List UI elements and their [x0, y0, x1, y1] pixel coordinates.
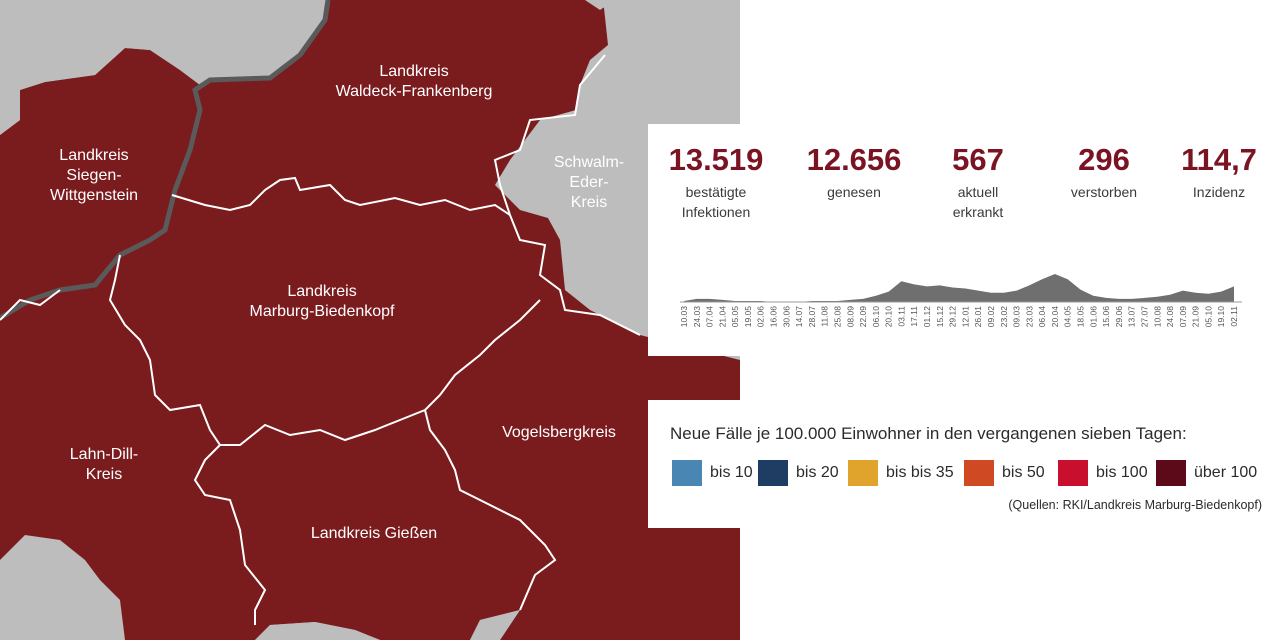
x-tick-label: 13.07: [1127, 306, 1137, 328]
legend-item-ueber-100: über 100: [1156, 460, 1257, 486]
x-tick-label: 29.06: [1114, 306, 1124, 328]
x-tick-label: 20.10: [884, 306, 894, 328]
legend-panel: Neue Fälle je 100.000 Einwohner in den v…: [648, 400, 1262, 528]
stat-label: Inzidenz: [1192, 184, 1246, 200]
stat-value: 567: [952, 142, 1004, 177]
outside-area-north: [585, 0, 615, 10]
region-label-siegen: Landkreis Siegen- Wittgenstein: [49, 147, 139, 204]
outside-area-south-east: [470, 610, 520, 640]
x-tick-label: 09.02: [986, 306, 996, 328]
legend-swatch: [1058, 460, 1088, 486]
x-tick-label: 16.06: [769, 306, 779, 328]
stats-panel: 13.519 bestätigte Infektionen 12.656 gen…: [648, 124, 1260, 356]
x-tick-label: 29.12: [948, 306, 958, 328]
region-label-marburg: Landkreis Marburg-Biedenkopf: [249, 283, 395, 320]
stat-deaths: 296 verstorben: [1071, 142, 1137, 202]
x-tick-label: 15.12: [935, 306, 945, 328]
stat-label: verstorben: [1070, 184, 1138, 200]
legend-item-bis-10: bis 10: [672, 460, 753, 486]
x-tick-label: 24.08: [1165, 306, 1175, 328]
x-tick-label: 09.03: [1012, 306, 1022, 328]
region-label-vogelsberg: Vogelsbergkreis: [502, 424, 616, 441]
x-tick-label: 26.01: [973, 306, 983, 328]
x-tick-label: 02.11: [1229, 306, 1239, 327]
x-tick-label: 11.08: [820, 306, 830, 327]
x-tick-label: 25.08: [832, 306, 842, 328]
x-tick-label: 07.04: [705, 306, 715, 328]
legend-swatch: [1156, 460, 1186, 486]
legend-swatch: [672, 460, 702, 486]
x-tick-label: 24.03: [692, 306, 702, 328]
region-label-giessen: Landkreis Gießen: [310, 525, 438, 542]
stat-active: 567 aktuell erkrankt: [952, 142, 1004, 222]
outside-area-south: [255, 622, 380, 640]
stat-value: 114,7: [1181, 142, 1257, 177]
region-label-lahndill: Lahn-Dill- Kreis: [69, 446, 139, 483]
x-tick-label: 20.04: [1050, 306, 1060, 328]
x-tick-label: 22.09: [858, 306, 868, 328]
legend-label: bis 10: [710, 464, 753, 481]
stat-value: 12.656: [806, 142, 902, 177]
district-borders: [0, 54, 641, 625]
outside-area-southwest: [0, 535, 125, 640]
stat-label: aktuell erkrankt: [952, 184, 1004, 220]
x-tick-label: 15.06: [1101, 306, 1111, 328]
region-label-schwalm: Schwalm- Eder- Kreis: [553, 154, 625, 211]
stat-label: genesen: [827, 184, 881, 200]
x-tick-label: 21.04: [717, 306, 727, 328]
legend-label: über 100: [1194, 464, 1258, 481]
legend-item-bis-35: bis bis 35: [848, 460, 954, 486]
x-tick-label: 30.06: [781, 306, 791, 328]
region-label-waldeck: Landkreis Waldeck-Frankenberg: [335, 63, 493, 100]
x-tick-label: 28.07: [807, 306, 817, 328]
legend-swatch: [848, 460, 878, 486]
x-tick-label: 12.01: [960, 306, 970, 328]
x-tick-label: 03.11: [896, 306, 906, 327]
stat-recovered: 12.656 genesen: [807, 142, 902, 202]
legend-title: Neue Fälle je 100.000 Einwohner in den v…: [670, 424, 1187, 443]
x-tick-label: 14.07: [794, 306, 804, 328]
x-tick-label: 01.12: [922, 306, 932, 328]
legend-label: bis 20: [796, 464, 839, 481]
x-tick-label: 10.08: [1152, 306, 1162, 328]
legend-item-bis-20: bis 20: [758, 460, 839, 486]
x-tick-label: 02.06: [756, 306, 766, 328]
stat-confirmed: 13.519 bestätigte Infektionen: [669, 142, 764, 222]
stat-value: 13.519: [668, 142, 764, 177]
legend-label: bis bis 35: [886, 464, 954, 481]
x-tick-label: 08.09: [845, 306, 855, 328]
stat-label: bestätigte Infektionen: [681, 184, 751, 220]
legend-swatch: [964, 460, 994, 486]
x-tick-label: 19.05: [743, 306, 753, 328]
legend-label: bis 100: [1096, 464, 1148, 481]
x-tick-label: 19.10: [1216, 306, 1226, 328]
x-tick-label: 18.05: [1076, 306, 1086, 328]
case-trend-chart: 10.03 24.03 07.04 21.04 05.05 19.05 02.06 16.06…: [679, 274, 1242, 328]
outside-area-northwest: [0, 0, 328, 135]
x-tick-label: 04.05: [1063, 306, 1073, 328]
stat-incidence: 114,7 Inzidenz: [1181, 142, 1257, 202]
x-tick-label: 23.03: [1024, 306, 1034, 328]
x-tick-label: 01.06: [1088, 306, 1098, 328]
stat-value: 296: [1078, 142, 1130, 177]
x-tick-label: 07.09: [1178, 306, 1188, 328]
x-tick-label: 21.09: [1191, 306, 1201, 328]
legend-item-bis-50: bis 50: [964, 460, 1045, 486]
trend-area: [684, 274, 1234, 302]
x-tick-label: 06.10: [871, 306, 881, 328]
x-tick-label: 23.02: [999, 306, 1009, 328]
x-tick-label: 17.11: [909, 306, 919, 327]
x-tick-label: 05.10: [1203, 306, 1213, 328]
source-note: (Quellen: RKI/Landkreis Marburg-Biedenko…: [1008, 498, 1262, 512]
legend-label: bis 50: [1002, 464, 1045, 481]
x-tick-label: 06.04: [1037, 306, 1047, 328]
x-tick-label: 05.05: [730, 306, 740, 328]
x-tick-label: 10.03: [679, 306, 689, 328]
state-border: [0, 0, 331, 321]
x-tick-label: 27.07: [1139, 306, 1149, 328]
legend-item-bis-100: bis 100: [1058, 460, 1148, 486]
legend-swatch: [758, 460, 788, 486]
